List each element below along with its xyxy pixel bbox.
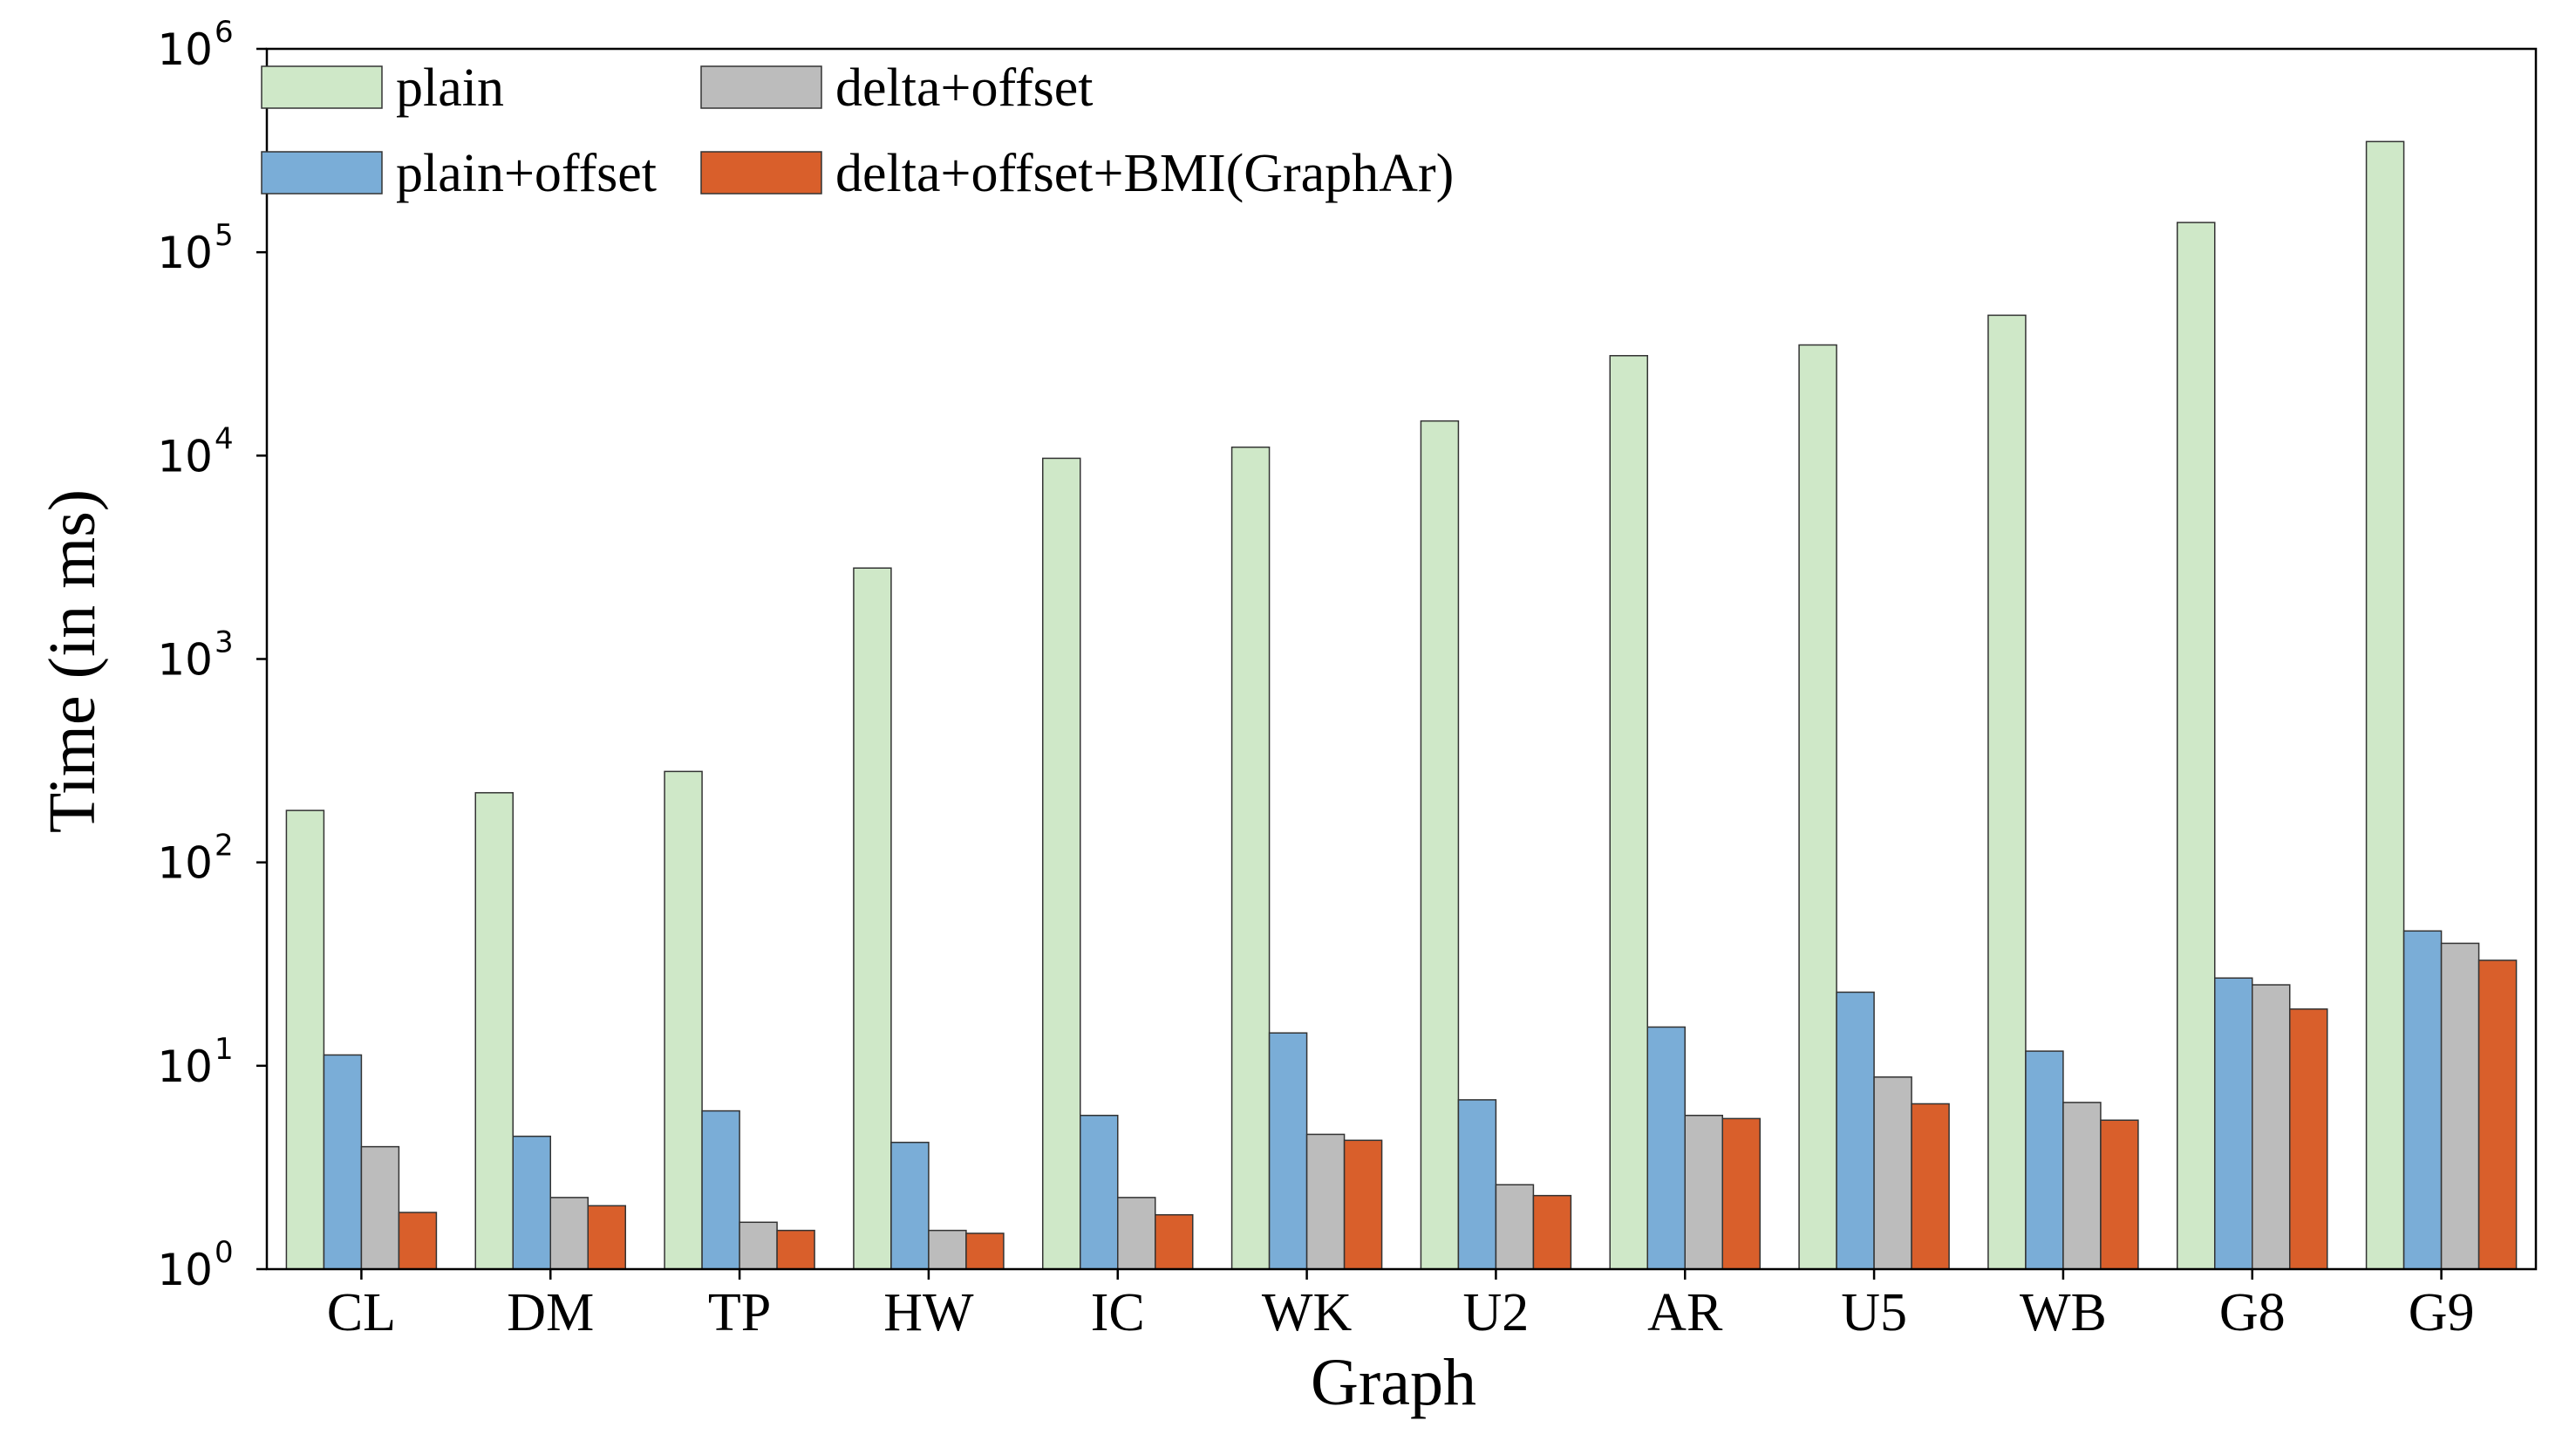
bar-g8-4	[2289, 1008, 2328, 1270]
bars-group	[285, 140, 2518, 1270]
bar-wk-3	[1305, 1133, 1346, 1270]
x-tick-label-u2: U2	[1463, 1283, 1530, 1342]
bar-hw-1	[853, 567, 892, 1270]
x-tick-label-tp: TP	[708, 1283, 771, 1342]
bar-g8-2	[2214, 977, 2253, 1270]
bar-ic-2	[1080, 1115, 1119, 1270]
bar-tp-4	[776, 1229, 815, 1270]
x-tick-label-cl: CL	[327, 1283, 396, 1342]
x-axis-ticks: CL DM TP HW IC WK U2 AR U5 WB G8 G9	[327, 1269, 2475, 1342]
y-axis-title: Time (in ms)	[36, 489, 109, 833]
y-tick-exponent: 3	[215, 625, 234, 660]
bar-ar-3	[1684, 1115, 1723, 1270]
legend-swatch-4	[700, 151, 822, 195]
bar-g8-3	[2252, 984, 2291, 1270]
bar-cl-1	[285, 809, 325, 1270]
bar-u5-3	[1873, 1076, 1912, 1270]
y-tick-label: 10	[157, 635, 213, 686]
bar-wk-2	[1268, 1032, 1308, 1270]
bar-wb-3	[2062, 1102, 2102, 1270]
legend: plain plain+offset delta+offset delta+offse…	[261, 58, 1454, 203]
bar-u2-4	[1532, 1194, 1572, 1270]
bar-wk-1	[1230, 446, 1271, 1270]
bar-dm-2	[512, 1135, 551, 1270]
x-tick-label-u5: U5	[1841, 1283, 1907, 1342]
y-tick-exponent: 2	[215, 829, 234, 864]
bar-dm-1	[474, 792, 514, 1270]
bar-ic-4	[1155, 1213, 1194, 1270]
y-tick-exponent: 4	[215, 421, 234, 456]
legend-label-3: delta+offset	[835, 58, 1094, 118]
x-tick-label-wk: WK	[1262, 1283, 1353, 1342]
y-tick-exponent: 5	[215, 218, 234, 253]
bar-tp-1	[664, 770, 703, 1270]
bar-g9-1	[2365, 140, 2405, 1270]
bar-hw-4	[965, 1233, 1005, 1270]
y-tick-exponent: 0	[215, 1235, 234, 1270]
bar-ar-1	[1609, 355, 1648, 1270]
legend-swatch-2	[261, 151, 383, 195]
x-tick-label-ic: IC	[1091, 1283, 1145, 1342]
bar-ic-1	[1042, 457, 1081, 1270]
x-tick-label-wb: WB	[2020, 1283, 2107, 1342]
legend-label-4: delta+offset+BMI(GraphAr)	[835, 144, 1454, 203]
bar-cl-3	[360, 1145, 400, 1270]
bar-wk-4	[1343, 1139, 1383, 1270]
bar-u5-4	[1911, 1103, 1950, 1270]
legend-label-1: plain	[396, 58, 504, 118]
bar-wb-2	[2025, 1050, 2064, 1270]
bar-u5-1	[1798, 344, 1837, 1270]
bar-u2-2	[1457, 1099, 1497, 1270]
bar-tp-3	[739, 1221, 778, 1270]
bar-wb-4	[2100, 1119, 2139, 1270]
x-tick-label-g8: G8	[2219, 1283, 2286, 1342]
y-tick-label: 10	[157, 431, 213, 481]
bar-g8-1	[2177, 222, 2216, 1270]
y-tick-label: 10	[157, 228, 213, 278]
bar-wb-1	[1987, 314, 2027, 1270]
bar-ic-3	[1117, 1197, 1156, 1270]
legend-label-2: plain+offset	[396, 144, 657, 203]
y-tick-label: 10	[157, 1041, 213, 1092]
bar-tp-2	[701, 1110, 740, 1270]
bar-cl-4	[398, 1212, 438, 1270]
bar-dm-3	[549, 1197, 589, 1270]
y-tick-exponent: 6	[215, 15, 234, 50]
bar-ar-2	[1646, 1026, 1686, 1270]
x-tick-label-dm: DM	[507, 1283, 594, 1342]
y-tick-label: 10	[157, 1245, 213, 1295]
bar-g9-4	[2477, 959, 2518, 1270]
bar-u2-1	[1420, 420, 1460, 1270]
legend-swatch-3	[700, 65, 822, 109]
bar-hw-3	[928, 1229, 967, 1270]
bar-ar-4	[1721, 1117, 1761, 1270]
y-tick-exponent: 1	[215, 1032, 234, 1067]
y-tick-label: 10	[157, 838, 213, 889]
bar-u2-3	[1495, 1184, 1535, 1270]
bar-g9-3	[2440, 942, 2480, 1270]
bar-cl-2	[323, 1054, 363, 1270]
y-tick-label: 10	[157, 24, 213, 75]
bar-hw-2	[890, 1141, 930, 1270]
x-tick-label-g9: G9	[2409, 1283, 2475, 1342]
bar-u5-2	[1836, 991, 1875, 1270]
x-tick-label-hw: HW	[883, 1283, 974, 1342]
legend-swatch-1	[261, 65, 383, 109]
bar-dm-4	[587, 1205, 626, 1270]
bar-g9-2	[2402, 930, 2443, 1270]
x-axis-title: Graph	[1311, 1346, 1476, 1419]
x-tick-label-ar: AR	[1647, 1283, 1723, 1342]
